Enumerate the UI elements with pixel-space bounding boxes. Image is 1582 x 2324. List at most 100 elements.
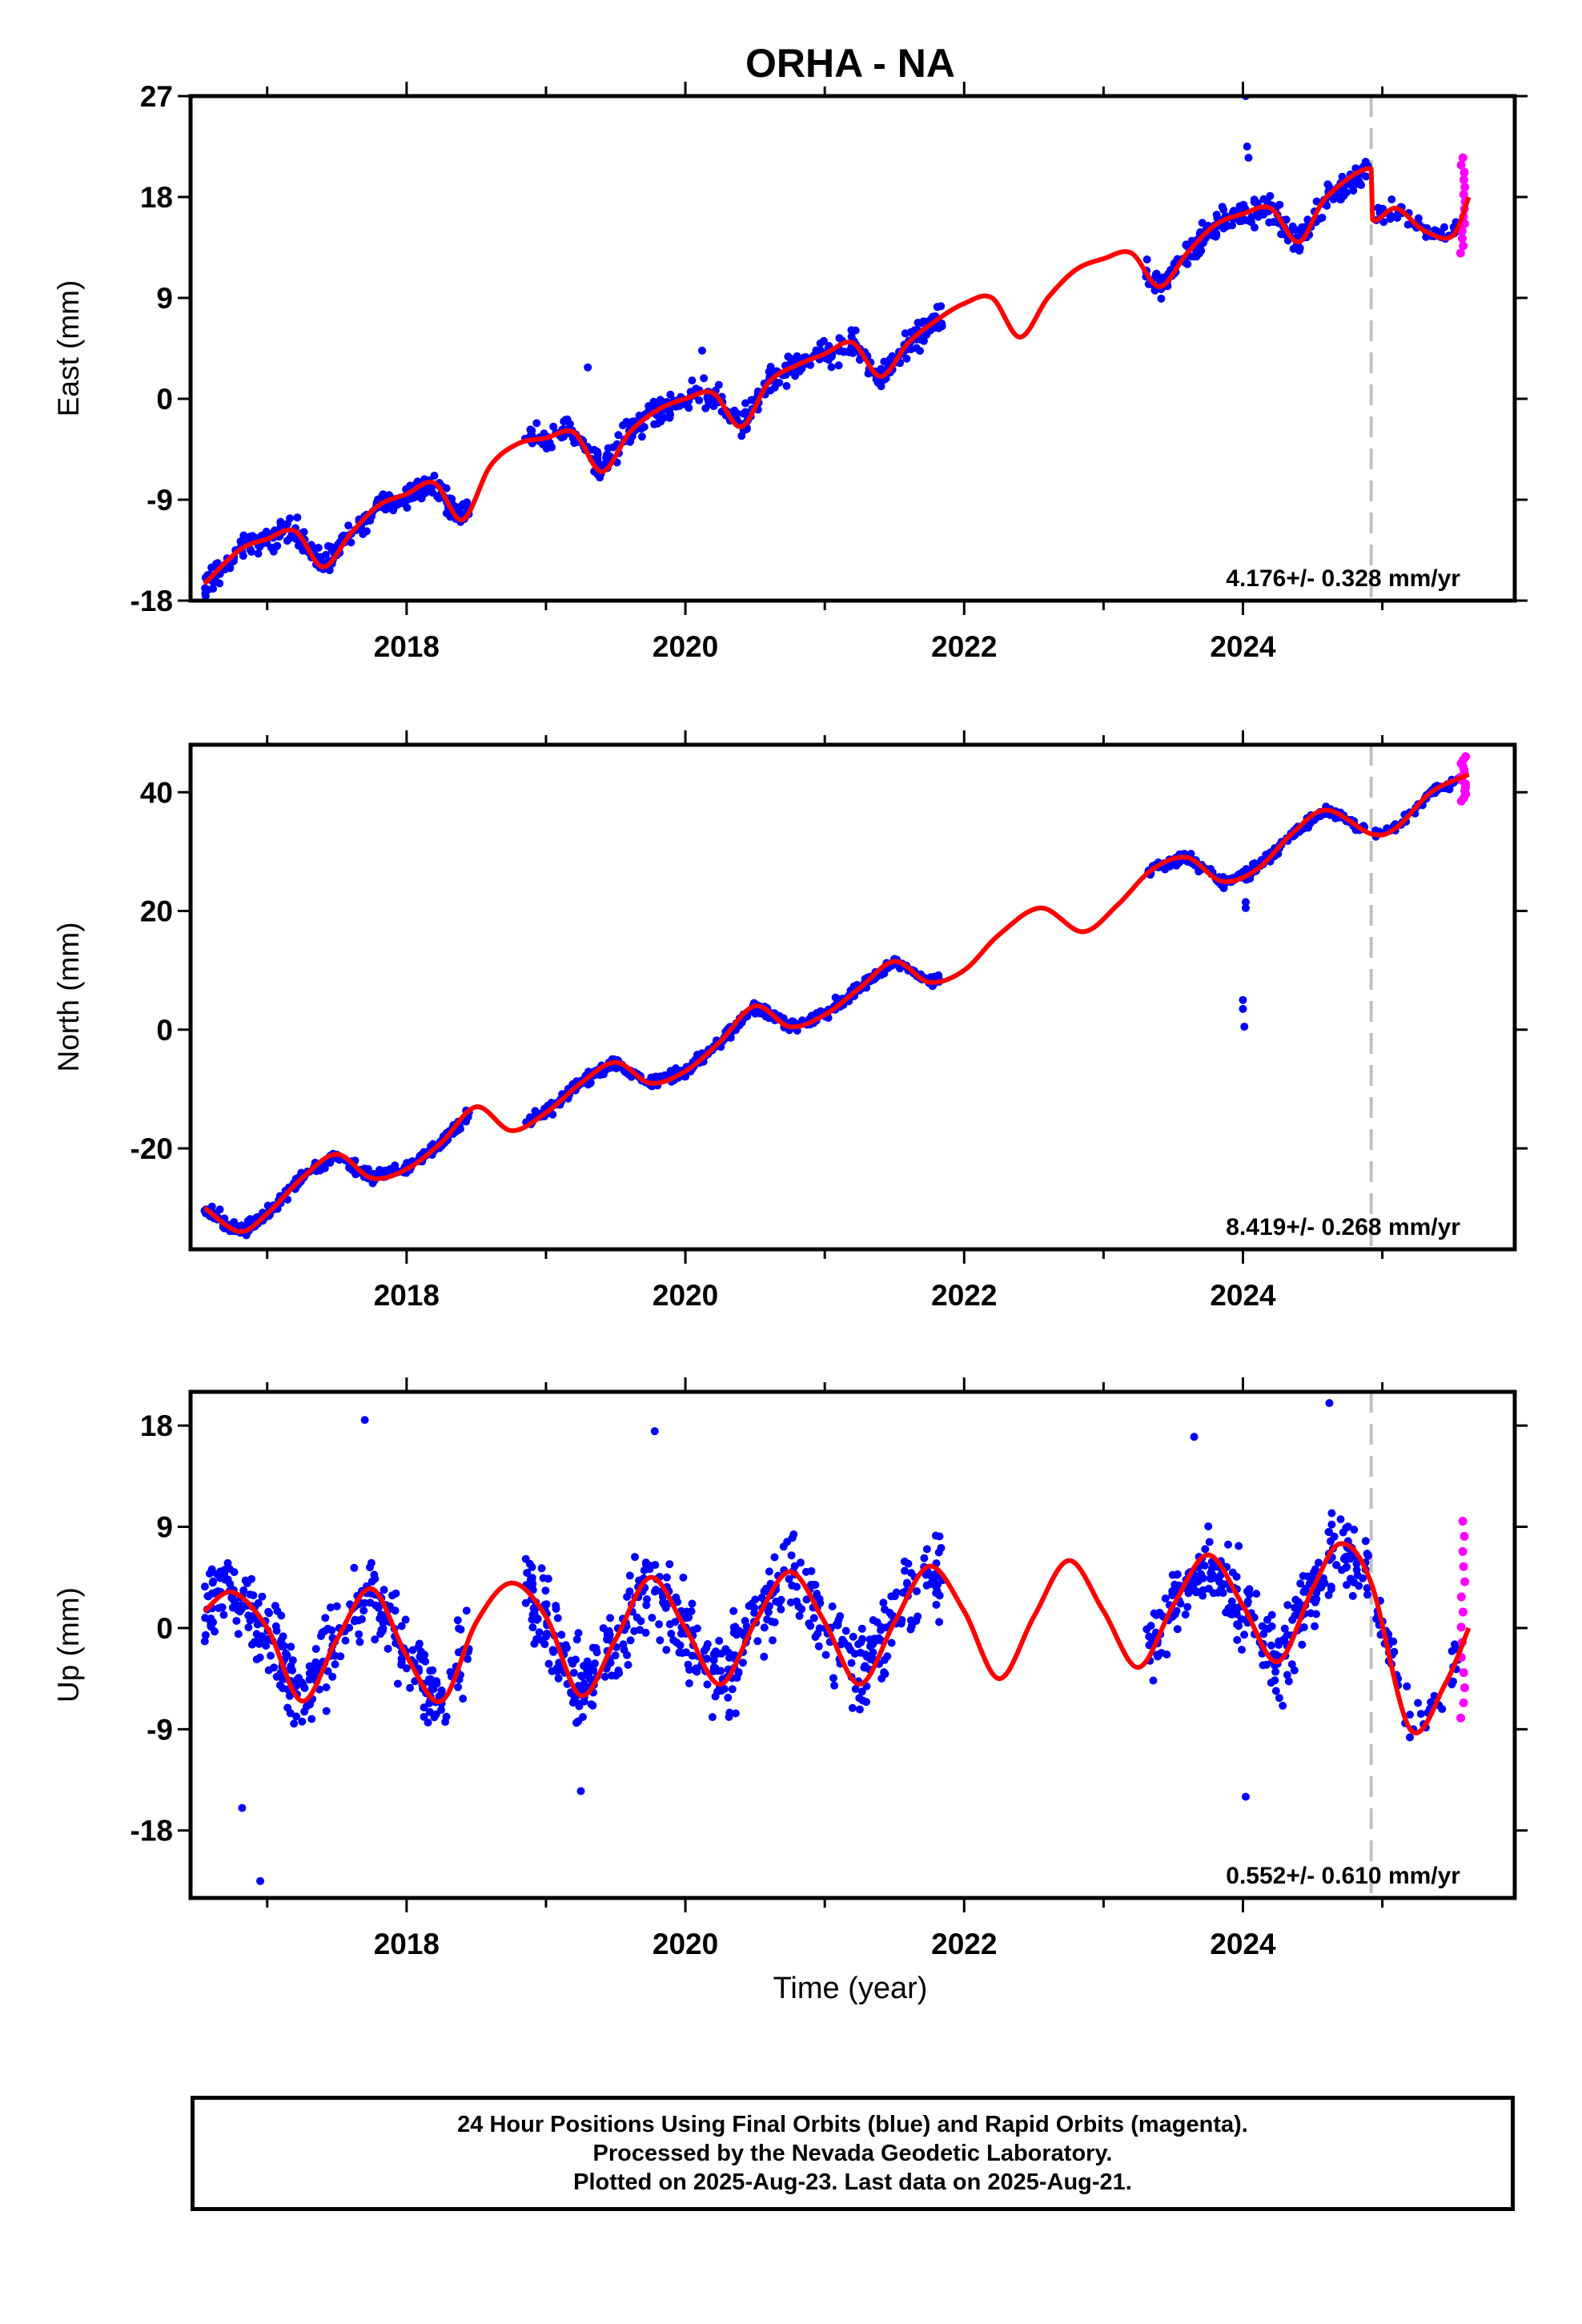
data-point <box>934 1548 943 1557</box>
data-point <box>200 1637 209 1646</box>
data-point <box>835 334 844 343</box>
data-point <box>350 1617 359 1626</box>
outlier-point <box>1239 1004 1247 1013</box>
data-point <box>265 1609 274 1618</box>
data-point <box>574 1717 583 1726</box>
y-tick-label: 0 <box>156 383 173 416</box>
data-point <box>873 378 882 387</box>
y-tick-label: -9 <box>147 1713 173 1746</box>
data-point <box>328 1672 337 1681</box>
data-point <box>625 1571 634 1580</box>
data-point <box>729 1606 738 1615</box>
data-point <box>246 1616 255 1625</box>
data-point <box>1258 1622 1267 1630</box>
data-point <box>217 1603 226 1612</box>
data-point <box>809 1614 818 1622</box>
rapid-point <box>1459 1562 1468 1571</box>
data-point <box>1201 1545 1210 1554</box>
y-axis-label: North (mm) <box>52 922 85 1072</box>
data-point <box>1406 1711 1414 1719</box>
data-point <box>632 1613 641 1622</box>
data-point <box>1355 178 1363 187</box>
data-point <box>355 1630 363 1638</box>
data-point <box>259 1634 267 1642</box>
data-point <box>544 1659 553 1668</box>
outlier-point <box>1243 143 1251 151</box>
velocity-label: 4.176+/- 0.328 mm/yr <box>1226 565 1460 592</box>
data-point <box>1243 216 1251 225</box>
data-point <box>1314 1584 1323 1593</box>
data-point <box>583 1657 592 1666</box>
data-point <box>574 1629 583 1638</box>
data-point <box>1157 294 1166 303</box>
data-point <box>360 1598 369 1607</box>
outlier-point <box>1241 1792 1250 1801</box>
data-point <box>1263 1660 1271 1669</box>
data-point <box>1390 1647 1399 1656</box>
outlier-point <box>1325 1399 1334 1408</box>
data-point <box>1237 1615 1246 1623</box>
data-point <box>880 1668 889 1677</box>
data-point <box>603 1630 612 1639</box>
data-point <box>1352 1559 1361 1568</box>
rapid-point <box>1460 167 1469 177</box>
data-point <box>400 499 409 508</box>
data-point <box>549 422 558 431</box>
data-point <box>576 1683 585 1692</box>
data-point <box>267 1651 275 1660</box>
data-point <box>1299 1571 1307 1580</box>
data-point <box>215 1205 224 1214</box>
data-point <box>913 1587 921 1595</box>
data-point <box>812 346 821 355</box>
data-point <box>687 1607 696 1615</box>
data-point <box>232 1617 241 1625</box>
data-point <box>1327 1509 1336 1518</box>
data-point <box>879 1598 888 1607</box>
data-point <box>857 1624 866 1633</box>
x-axis-label: Time (year) <box>773 1972 928 2005</box>
panel-up: -18 -9 0 9 18 2018 2020 2022 2024 Up (mm) 0.552+/-… <box>52 1377 1528 1960</box>
data-point <box>1312 197 1321 206</box>
data-point <box>1168 1570 1177 1579</box>
data-point <box>1243 1597 1252 1606</box>
data-point <box>851 1685 860 1694</box>
data-point <box>797 1605 806 1614</box>
data-point <box>1224 1540 1232 1549</box>
data-point <box>685 1679 693 1687</box>
data-point <box>446 1667 455 1676</box>
data-point <box>326 1603 335 1612</box>
data-point <box>305 1662 314 1671</box>
data-point <box>599 1624 608 1633</box>
data-point <box>308 1672 317 1681</box>
data-point <box>580 1697 588 1706</box>
data-point <box>441 1718 450 1727</box>
y-tick-label: -20 <box>130 1132 173 1165</box>
data-point <box>1218 203 1227 211</box>
x-tick-label: 2018 <box>374 1928 440 1960</box>
data-point <box>1327 1582 1335 1591</box>
data-point <box>930 1581 939 1590</box>
data-point <box>383 1644 392 1653</box>
rapid-point <box>1459 1668 1468 1678</box>
data-point <box>787 1551 796 1560</box>
data-point <box>290 1719 299 1728</box>
data-point <box>204 585 213 594</box>
data-point <box>623 1651 632 1659</box>
data-point <box>371 1601 380 1610</box>
data-point <box>253 1620 262 1629</box>
data-point <box>1363 1584 1371 1593</box>
data-point <box>1291 1595 1300 1604</box>
data-point <box>1350 1526 1359 1534</box>
data-point <box>557 1630 566 1639</box>
data-point <box>1265 218 1274 227</box>
data-point <box>1240 1630 1249 1639</box>
data-point <box>884 358 893 367</box>
data-point <box>626 1636 635 1645</box>
data-point <box>1238 1646 1246 1654</box>
data-point <box>1168 1591 1177 1600</box>
rapid-point <box>1459 190 1468 199</box>
data-point <box>1185 1587 1194 1595</box>
data-point <box>600 1672 609 1681</box>
data-point <box>455 1624 464 1633</box>
